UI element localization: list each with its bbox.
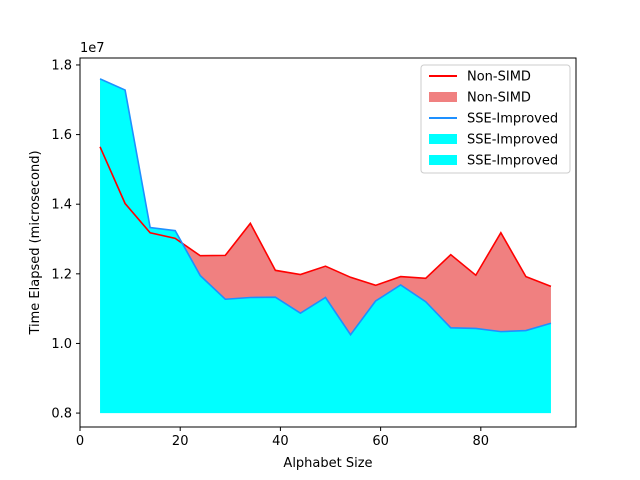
legend-entry-label: SSE-Improved	[467, 133, 558, 148]
x-tick-label: 80	[473, 434, 490, 449]
x-tick-label: 40	[272, 434, 289, 449]
legend-entry-label: Non-SIMD	[467, 91, 531, 106]
x-tick-label: 60	[372, 434, 389, 449]
plot-area	[99, 78, 552, 414]
y-tick-label: 1.0	[51, 337, 72, 352]
y-tick-label: 1.4	[51, 198, 72, 213]
legend-entry-label: SSE-Improved	[467, 154, 558, 169]
legend-patch-swatch	[429, 134, 457, 144]
legend-patch-swatch	[429, 92, 457, 102]
legend-entry-label: Non-SIMD	[467, 70, 531, 85]
x-tick-label: 0	[76, 434, 84, 449]
nonsimd-fill-area	[100, 78, 551, 335]
sse-fill-area	[100, 78, 551, 414]
legend-patch-swatch	[429, 155, 457, 165]
sse-series-line	[99, 78, 552, 337]
nonsimd-series-line	[99, 146, 552, 288]
y-tick-label: 1.8	[51, 58, 72, 73]
legend: Non-SIMD Non-SIMD SSE-Improved SSE-Improved…	[420, 64, 571, 174]
y-tick-label: 1.2	[51, 267, 72, 282]
y-tick-label: 1.6	[51, 128, 72, 143]
axes-frame	[79, 57, 577, 428]
legend-entry-label: SSE-Improved	[467, 112, 558, 127]
y-offset-label: 1e7	[80, 41, 105, 56]
legend-box	[420, 64, 571, 174]
x-axis-label: Alphabet Size	[283, 456, 372, 471]
axes: 0 20 40 60 80 0.8 1.0 1.2 1.4 1.6 1.8	[51, 57, 577, 449]
y-axis-label: Time Elapsed (microsecond)	[28, 150, 43, 335]
x-tick-label: 20	[172, 434, 189, 449]
y-tick-label: 0.8	[51, 407, 72, 422]
